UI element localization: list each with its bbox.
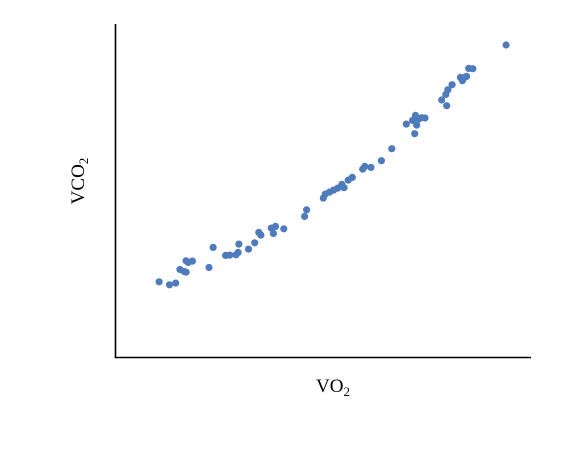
data-point bbox=[402, 120, 410, 128]
data-point bbox=[182, 268, 190, 276]
data-point bbox=[438, 96, 446, 104]
data-point bbox=[301, 212, 309, 220]
data-point bbox=[235, 240, 243, 248]
x-axis-title-subscript: 2 bbox=[343, 384, 350, 399]
x-axis-title-main: VO bbox=[316, 376, 343, 397]
data-point bbox=[411, 130, 419, 138]
data-point bbox=[280, 225, 288, 233]
data-point bbox=[421, 114, 429, 122]
data-point bbox=[463, 72, 471, 80]
data-point bbox=[443, 102, 451, 110]
data-point bbox=[251, 239, 259, 247]
data-point bbox=[502, 41, 510, 49]
y-axis-title: VCO2 bbox=[68, 158, 91, 205]
data-point bbox=[234, 248, 242, 256]
data-point bbox=[226, 251, 234, 259]
data-point bbox=[361, 162, 369, 170]
data-point bbox=[188, 257, 196, 265]
x-axis-title: VO2 bbox=[316, 376, 350, 399]
data-point bbox=[448, 81, 456, 89]
data-point bbox=[303, 206, 311, 214]
data-point bbox=[469, 65, 477, 73]
data-point bbox=[348, 173, 356, 181]
data-point bbox=[388, 145, 396, 153]
data-point bbox=[209, 243, 217, 251]
data-point bbox=[367, 163, 375, 171]
data-point bbox=[340, 184, 348, 192]
data-point bbox=[244, 245, 253, 253]
data-point bbox=[172, 279, 180, 287]
data-point bbox=[413, 121, 421, 129]
y-axis-title-main: VCO bbox=[68, 164, 89, 204]
data-point bbox=[269, 229, 277, 237]
data-point bbox=[155, 278, 163, 286]
data-point bbox=[271, 222, 280, 230]
y-axis-title-subscript: 2 bbox=[76, 158, 91, 165]
data-point bbox=[165, 281, 174, 289]
data-point bbox=[444, 86, 452, 94]
data-point bbox=[257, 231, 265, 239]
data-point bbox=[377, 157, 385, 165]
data-points bbox=[155, 41, 510, 289]
data-point bbox=[205, 263, 213, 272]
